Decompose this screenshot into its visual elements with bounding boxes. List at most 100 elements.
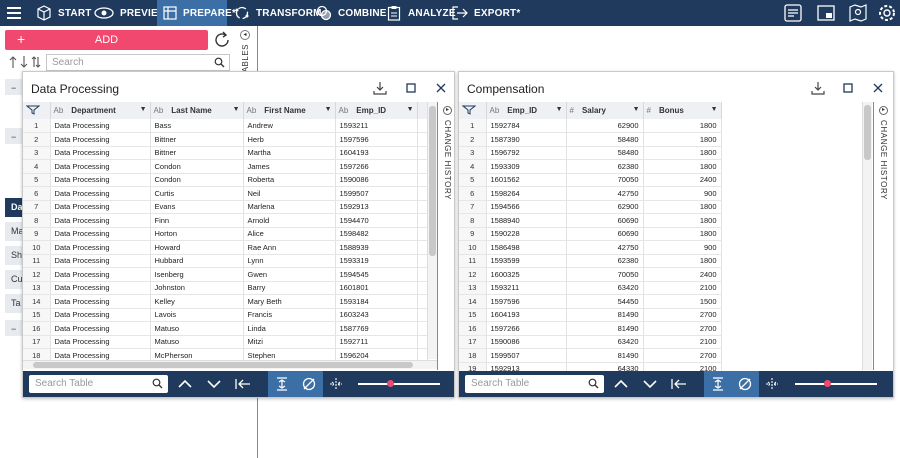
table-cell[interactable]: 2100 bbox=[643, 335, 722, 349]
table-cell[interactable]: Data Processing bbox=[50, 159, 151, 174]
row-number[interactable]: 16 bbox=[23, 321, 51, 336]
table-cell[interactable] bbox=[417, 159, 428, 174]
table-cell[interactable]: Mary Beth bbox=[243, 294, 336, 309]
notes-icon[interactable] bbox=[781, 1, 805, 25]
table-cell[interactable]: Data Processing bbox=[50, 213, 151, 228]
table-cell[interactable]: 63420 bbox=[566, 281, 644, 295]
table-cell[interactable] bbox=[417, 186, 428, 201]
jump-first-icon[interactable] bbox=[229, 371, 257, 397]
table-cell[interactable]: Marlena bbox=[243, 200, 336, 214]
tables-vertical-label[interactable]: ABLES bbox=[241, 44, 250, 73]
table-cell[interactable]: 1500 bbox=[643, 294, 722, 309]
table-row[interactable]: 8 Data Processing Finn Arnold 1594470 bbox=[23, 213, 428, 228]
table-cell[interactable]: 1597266 bbox=[486, 321, 567, 336]
maximize-icon[interactable] bbox=[840, 80, 856, 96]
table-cell[interactable]: 1593599 bbox=[486, 254, 567, 268]
tab-export[interactable]: EXPORT* bbox=[446, 0, 526, 26]
table-row[interactable]: 2 Data Processing Bittner Herb 1597596 bbox=[23, 132, 428, 147]
row-number[interactable]: 18 bbox=[459, 348, 487, 363]
search-table-input[interactable]: Search Table bbox=[465, 375, 604, 393]
search-table-input[interactable]: Search Table bbox=[29, 375, 168, 393]
table-row[interactable]: 18 Data Processing McPherson Stephen 1596204 bbox=[23, 348, 428, 363]
row-number[interactable]: 14 bbox=[459, 294, 487, 309]
table-cell[interactable]: Finn bbox=[150, 213, 244, 228]
column-width-icon[interactable] bbox=[322, 371, 350, 397]
table-cell[interactable] bbox=[417, 173, 428, 187]
table-cell[interactable] bbox=[417, 227, 428, 241]
scroll-thumb[interactable] bbox=[33, 362, 413, 368]
row-number[interactable]: 14 bbox=[23, 294, 51, 309]
table-cell[interactable]: 1800 bbox=[643, 132, 722, 147]
table-cell[interactable]: 1599507 bbox=[486, 348, 567, 363]
table-cell[interactable]: 81490 bbox=[566, 308, 644, 322]
table-row[interactable]: 17 1590086 63420 2100 bbox=[459, 335, 722, 349]
hamburger-menu-icon[interactable] bbox=[2, 1, 26, 25]
column-header-emp-id[interactable]: Ab Emp_ID ▼ bbox=[486, 102, 567, 119]
table-row[interactable]: 5 Data Processing Condon Roberta 1590086 bbox=[23, 173, 428, 187]
table-cell[interactable]: 900 bbox=[643, 240, 722, 255]
table-cell[interactable] bbox=[417, 213, 428, 228]
table-cell[interactable]: 1597596 bbox=[486, 294, 567, 309]
tab-combine[interactable]: COMBINE bbox=[310, 0, 393, 26]
row-number[interactable]: 9 bbox=[23, 227, 51, 241]
table-row[interactable]: 11 1593599 62380 1800 bbox=[459, 254, 722, 268]
table-cell[interactable]: Johnston bbox=[150, 281, 244, 295]
map-icon[interactable] bbox=[846, 1, 870, 25]
fit-height-icon[interactable] bbox=[704, 371, 732, 397]
table-cell[interactable]: Herb bbox=[243, 132, 336, 147]
zoom-slider[interactable] bbox=[795, 383, 877, 385]
scroll-thumb[interactable] bbox=[864, 105, 871, 160]
table-cell[interactable]: Bittner bbox=[150, 146, 244, 160]
table-cell[interactable]: 1587769 bbox=[335, 321, 418, 336]
filter-icon[interactable] bbox=[23, 102, 51, 119]
table-cell[interactable]: 900 bbox=[643, 186, 722, 201]
chevron-up-icon[interactable] bbox=[607, 371, 635, 397]
table-row[interactable]: 12 Data Processing Isenberg Gwen 1594545 bbox=[23, 267, 428, 282]
table-cell[interactable]: 62900 bbox=[566, 200, 644, 214]
table-cell[interactable]: 2700 bbox=[643, 308, 722, 322]
table-cell[interactable] bbox=[417, 321, 428, 336]
row-number[interactable]: 8 bbox=[459, 213, 487, 228]
row-number[interactable]: 7 bbox=[459, 200, 487, 214]
table-row[interactable]: 10 1586498 42750 900 bbox=[459, 240, 722, 255]
table-cell[interactable]: Condon bbox=[150, 159, 244, 174]
table-cell[interactable]: 1596792 bbox=[486, 146, 567, 160]
table-cell[interactable]: Lynn bbox=[243, 254, 336, 268]
table-row[interactable]: 16 Data Processing Matuso Linda 1587769 bbox=[23, 321, 428, 336]
table-cell[interactable]: 42750 bbox=[566, 186, 644, 201]
row-number[interactable]: 2 bbox=[23, 132, 51, 147]
zoom-slider-knob[interactable] bbox=[387, 380, 395, 387]
table-cell[interactable]: Rae Ann bbox=[243, 240, 336, 255]
table-cell[interactable]: 60690 bbox=[566, 227, 644, 241]
table-cell[interactable]: Data Processing bbox=[50, 335, 151, 349]
table-row[interactable]: 13 Data Processing Johnston Barry 1601801 bbox=[23, 281, 428, 295]
table-cell[interactable]: 1594566 bbox=[486, 200, 567, 214]
table-cell[interactable]: 1594545 bbox=[335, 267, 418, 282]
maximize-icon[interactable] bbox=[403, 80, 419, 96]
table-row[interactable]: 11 Data Processing Hubbard Lynn 1593319 bbox=[23, 254, 428, 268]
row-number[interactable]: 4 bbox=[23, 159, 51, 174]
table-cell[interactable]: 1599507 bbox=[335, 186, 418, 201]
table-cell[interactable]: 2700 bbox=[643, 348, 722, 363]
row-number[interactable]: 17 bbox=[23, 335, 51, 349]
table-cell[interactable]: Neil bbox=[243, 186, 336, 201]
table-row[interactable]: 14 1597596 54450 1500 bbox=[459, 294, 722, 309]
chevron-down-icon[interactable] bbox=[200, 371, 228, 397]
table-cell[interactable]: Data Processing bbox=[50, 186, 151, 201]
table-cell[interactable] bbox=[417, 119, 428, 133]
null-values-icon[interactable] bbox=[295, 371, 323, 397]
scroll-thumb[interactable] bbox=[429, 106, 436, 256]
table-row[interactable]: 1 1592784 62900 1800 bbox=[459, 119, 722, 133]
close-icon[interactable] bbox=[433, 80, 449, 96]
expand-icon[interactable]: ▸ bbox=[879, 106, 888, 115]
table-cell[interactable]: 1588940 bbox=[486, 213, 567, 228]
table-cell[interactable]: 70050 bbox=[566, 267, 644, 282]
tab-transform[interactable]: TRANSFORM bbox=[228, 0, 328, 26]
column-header-department[interactable]: Ab Department ▼ bbox=[50, 102, 151, 119]
table-cell[interactable]: 62380 bbox=[566, 254, 644, 268]
table-row[interactable]: 4 Data Processing Condon James 1597266 bbox=[23, 159, 428, 174]
table-cell[interactable]: 1598264 bbox=[486, 186, 567, 201]
row-number[interactable]: 3 bbox=[459, 146, 487, 160]
table-row[interactable]: 3 Data Processing Bittner Martha 1604193 bbox=[23, 146, 428, 160]
column-header-first-name[interactable]: Ab First Name ▼ bbox=[243, 102, 336, 119]
